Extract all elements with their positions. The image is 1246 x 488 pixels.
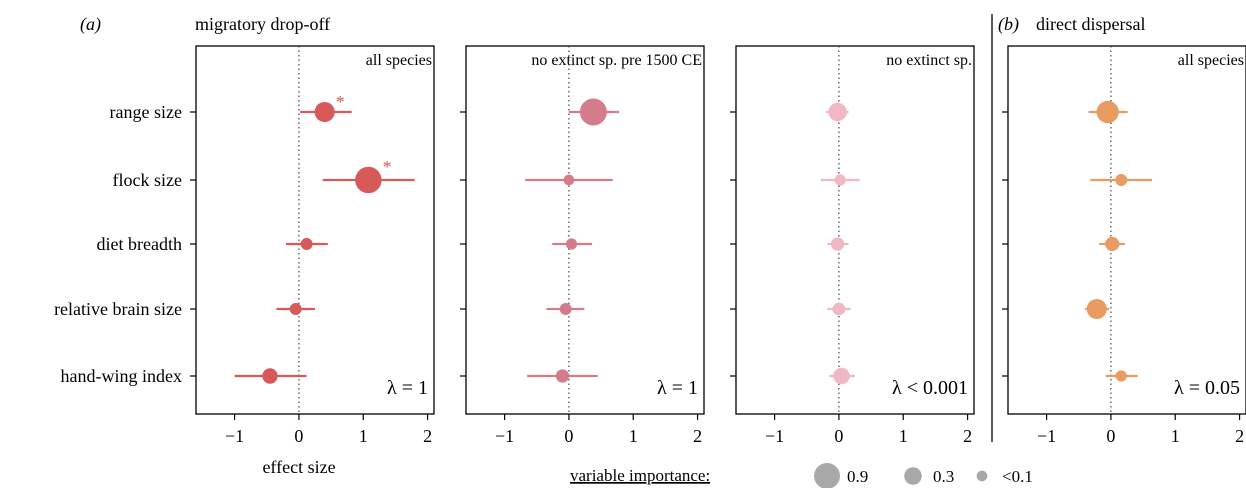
x-tick-label: 0 bbox=[294, 426, 303, 446]
estimate-point bbox=[262, 368, 278, 384]
x-tick-label: 1 bbox=[1171, 426, 1180, 446]
panel-4: all species −1 0 1 2 λ = 0.05 bbox=[1002, 45, 1246, 446]
x-tick-label: 0 bbox=[564, 426, 573, 446]
significance-marker: * bbox=[336, 92, 345, 112]
estimate-point bbox=[300, 238, 313, 250]
lambda-label: λ < 0.001 bbox=[892, 377, 968, 399]
estimate-point bbox=[355, 166, 382, 194]
legend-size-label: 0.9 bbox=[847, 467, 868, 486]
estimate-point bbox=[833, 367, 850, 385]
estimate-point bbox=[1086, 298, 1107, 320]
panel-frame bbox=[195, 45, 435, 415]
panel-2: no extinct sp. pre 1500 CE −1 0 1 2 λ = 1 bbox=[460, 45, 705, 446]
panel-a-label: (a) bbox=[80, 14, 101, 35]
estimate-point bbox=[555, 369, 570, 383]
panel-1: all species −1 0 1 2 * * λ = 1 bbox=[190, 45, 435, 446]
panel-3: no extinct sp. −1 0 1 2 λ < 0.001 bbox=[730, 45, 975, 446]
panel-frame bbox=[735, 45, 975, 415]
x-tick-label: 0 bbox=[1106, 426, 1115, 446]
x-tick-label: 1 bbox=[899, 426, 908, 446]
legend-size-label: <0.1 bbox=[1002, 467, 1033, 486]
x-tick-label: −1 bbox=[765, 426, 784, 446]
estimate-point bbox=[1115, 370, 1127, 382]
estimate-point bbox=[289, 303, 302, 315]
x-tick-label: 2 bbox=[423, 426, 432, 446]
estimate-point bbox=[565, 238, 578, 250]
category-labels: range size flock size diet breadth relative… bbox=[54, 102, 182, 386]
x-tick-label: −1 bbox=[225, 426, 244, 446]
panel-b-title: direct dispersal bbox=[1036, 14, 1145, 34]
plot-panels: all species−1 0 1 2**λ = 1no extinct sp. pr… bbox=[190, 45, 1246, 446]
category-label: relative brain size bbox=[54, 299, 182, 319]
legend-title: variable importance: bbox=[570, 466, 710, 485]
estimate-point bbox=[563, 174, 575, 186]
x-tick-label: 2 bbox=[693, 426, 702, 446]
x-tick-label: −1 bbox=[1037, 426, 1056, 446]
lambda-label: λ = 1 bbox=[657, 377, 698, 399]
x-tick-label: 1 bbox=[359, 426, 368, 446]
x-tick-label: −1 bbox=[495, 426, 514, 446]
estimate-point bbox=[1115, 174, 1128, 186]
significance-marker: * bbox=[383, 157, 392, 177]
panel-frame bbox=[1007, 45, 1246, 415]
estimate-point bbox=[559, 303, 572, 315]
x-tick-label: 2 bbox=[1235, 426, 1244, 446]
panel-subtitle: no extinct sp. pre 1500 CE bbox=[531, 52, 702, 69]
legend-size-swatch bbox=[904, 467, 922, 485]
estimate-point bbox=[1105, 236, 1120, 252]
estimate-point bbox=[830, 237, 845, 251]
category-label: diet breadth bbox=[97, 234, 182, 254]
category-label: flock size bbox=[113, 170, 182, 190]
legend: variable importance: 0.9 0.3 <0.1 bbox=[570, 463, 1033, 488]
panel-b-label: (b) bbox=[998, 14, 1019, 35]
estimate-point bbox=[834, 174, 846, 186]
x-tick-label: 1 bbox=[629, 426, 638, 446]
estimate-point bbox=[828, 102, 847, 122]
x-axis-label: effect size bbox=[262, 457, 335, 477]
category-label: hand-wing index bbox=[61, 366, 182, 386]
estimate-point bbox=[832, 302, 846, 316]
panel-a-title: migratory drop-off bbox=[195, 14, 330, 34]
category-label: range size bbox=[110, 102, 182, 122]
estimate-point bbox=[314, 101, 335, 123]
legend-size-swatch bbox=[814, 463, 840, 488]
panel-subtitle: all species bbox=[366, 52, 432, 69]
legend-size-label: 0.3 bbox=[933, 467, 954, 486]
x-tick-label: 2 bbox=[963, 426, 972, 446]
lambda-label: λ = 0.05 bbox=[1174, 377, 1240, 399]
x-tick-label: 0 bbox=[834, 426, 843, 446]
panel-subtitle: no extinct sp. bbox=[886, 52, 972, 69]
panel-subtitle: all species bbox=[1178, 52, 1244, 69]
legend-size-swatch bbox=[976, 470, 988, 482]
estimate-point bbox=[579, 98, 607, 126]
lambda-label: λ = 1 bbox=[387, 377, 428, 399]
panel-frame bbox=[465, 45, 705, 415]
estimate-point bbox=[1096, 100, 1119, 124]
